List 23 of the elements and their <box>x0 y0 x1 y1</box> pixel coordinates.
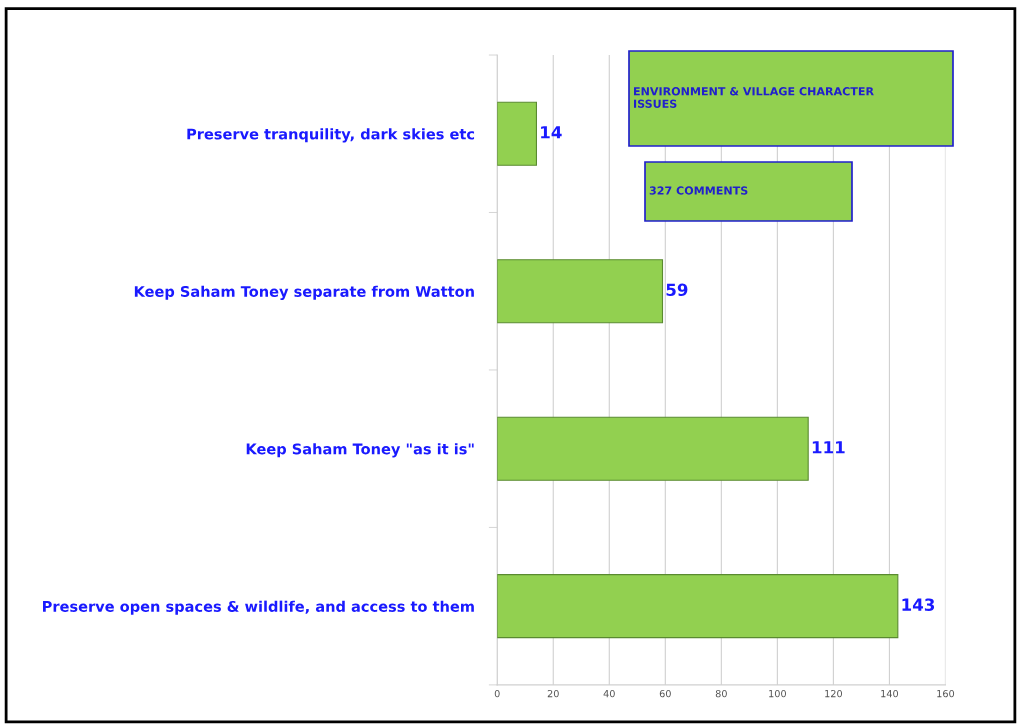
x-tick-label: 0 <box>494 689 500 698</box>
y-tick-label: Keep Saham Toney separate from Watton <box>134 285 474 300</box>
x-tick-label: 120 <box>825 689 843 698</box>
annotation: 327 COMMENTS <box>649 186 748 195</box>
x-tick-label: 100 <box>769 689 786 698</box>
annotation: ENVIRONMENT & VILLAGE CHARACTER ISSUES <box>634 87 874 108</box>
x-tick-label: 40 <box>603 689 615 698</box>
data-label: 14 <box>541 126 562 139</box>
data-label: 143 <box>902 598 935 611</box>
y-tick-label: Keep Saham Toney "as it is" <box>246 443 474 458</box>
x-tick-label: 20 <box>547 689 559 698</box>
data-label: 111 <box>812 441 845 454</box>
x-tick-label: 140 <box>881 689 899 698</box>
bar <box>497 259 664 324</box>
x-tick-label: 60 <box>659 689 671 698</box>
x-tick-label: 80 <box>715 689 727 698</box>
bar <box>497 101 538 166</box>
bar <box>497 416 809 481</box>
bar <box>497 574 899 639</box>
x-tick-label: 160 <box>937 689 955 698</box>
y-tick-label: Preserve tranquility, dark skies etc <box>187 128 475 143</box>
data-label: 59 <box>666 283 688 297</box>
y-tick-label: Preserve open spaces & wildlife, and access to them <box>43 600 474 615</box>
